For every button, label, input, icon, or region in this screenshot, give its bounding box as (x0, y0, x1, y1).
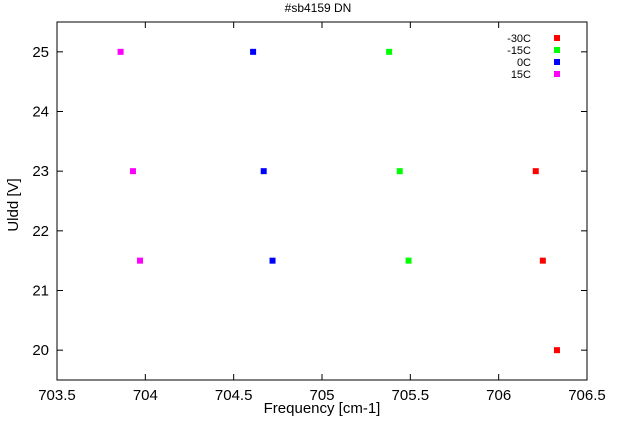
y-tick-label: 23 (32, 163, 49, 180)
x-tick-label: 704.5 (215, 387, 253, 404)
y-axis-label: Uldd [V] (5, 178, 22, 231)
legend-label: 15C (511, 69, 531, 81)
legend-label: -15C (507, 45, 531, 57)
legend-marker (554, 47, 560, 53)
data-points (117, 48, 560, 354)
x-tick-label: 705.5 (392, 387, 430, 404)
data-point (539, 257, 546, 264)
data-point (137, 257, 144, 264)
x-axis-label: Frequency [cm-1] (264, 400, 381, 417)
data-point (117, 48, 124, 55)
x-tick-label: 706 (486, 387, 511, 404)
legend-marker (554, 71, 560, 77)
y-axis-ticks: 20 21 22 23 24 25 (32, 44, 587, 359)
data-point (129, 168, 136, 175)
legend-label: -30C (507, 33, 531, 45)
legend-marker (554, 59, 560, 65)
data-point (553, 347, 560, 354)
y-tick-label: 20 (32, 342, 49, 359)
y-tick-label: 24 (32, 104, 49, 121)
legend-marker (554, 35, 560, 41)
y-tick-label: 21 (32, 283, 49, 300)
y-tick-label: 22 (32, 223, 49, 240)
plot-area (56, 21, 588, 381)
data-point (269, 257, 276, 264)
data-point (405, 257, 412, 264)
chart-title: #sb4159 DN (285, 1, 352, 15)
data-point (386, 48, 393, 55)
x-tick-label: 703.5 (38, 387, 76, 404)
x-axis-ticks: 703.5 704 704.5 705 705.5 706 706.5 (38, 22, 606, 404)
x-tick-label: 706.5 (568, 387, 606, 404)
plot-frame (56, 21, 588, 381)
data-point (396, 168, 403, 175)
x-tick-label: 705 (309, 387, 334, 404)
data-point (532, 168, 539, 175)
data-point (260, 168, 267, 175)
data-point (250, 48, 257, 55)
legend-label: 0C (517, 57, 531, 69)
x-tick-label: 704 (133, 387, 158, 404)
y-tick-label: 25 (32, 44, 49, 61)
